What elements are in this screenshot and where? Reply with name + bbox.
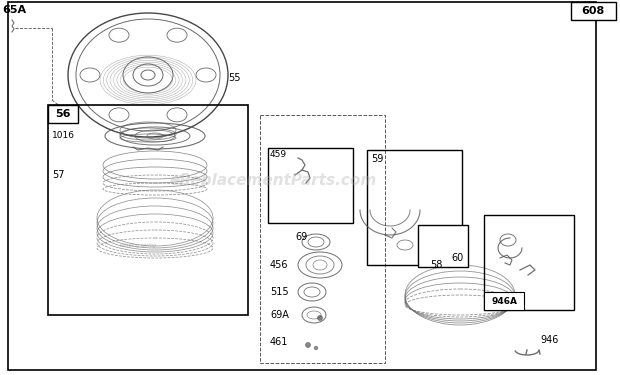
Bar [418, 225, 468, 267]
Text: 515: 515 [270, 287, 289, 297]
Circle shape [306, 342, 311, 348]
Text: 59: 59 [371, 154, 383, 164]
Text: 456: 456 [270, 260, 288, 270]
Text: 55: 55 [228, 73, 241, 83]
Bar [268, 148, 353, 223]
Text: winding spring: winding spring [120, 243, 156, 248]
Text: 459: 459 [270, 150, 287, 159]
Bar [484, 215, 574, 310]
Circle shape [314, 346, 318, 350]
Bar [484, 292, 524, 310]
Bar [48, 105, 248, 315]
Text: 461: 461 [270, 337, 288, 347]
Bar [260, 115, 385, 363]
Circle shape [317, 315, 322, 321]
Text: 946: 946 [540, 335, 559, 345]
Text: 946A: 946A [491, 297, 517, 306]
Text: 69: 69 [295, 232, 308, 242]
Text: 58: 58 [430, 260, 443, 270]
Text: 1016: 1016 [52, 132, 75, 141]
Text: eReplacementParts.com: eReplacementParts.com [169, 172, 376, 188]
Text: 57: 57 [52, 170, 64, 180]
Text: 65A: 65A [2, 5, 26, 15]
Bar [48, 105, 78, 123]
Text: 69A: 69A [270, 310, 289, 320]
Bar [367, 150, 462, 265]
Text: 608: 608 [582, 6, 604, 16]
Bar [571, 2, 616, 20]
Text: 60: 60 [452, 253, 464, 263]
Text: 56: 56 [55, 109, 71, 119]
